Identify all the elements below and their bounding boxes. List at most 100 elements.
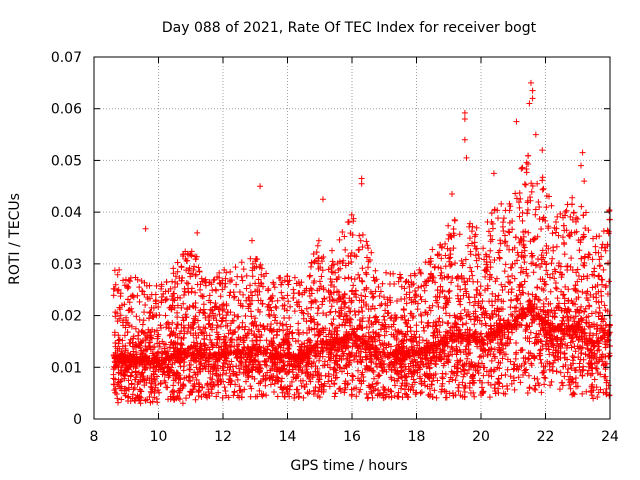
data-point xyxy=(558,320,565,327)
data-point xyxy=(172,332,179,339)
data-point xyxy=(378,301,385,308)
data-point xyxy=(418,296,425,303)
data-point xyxy=(577,239,584,246)
data-point xyxy=(549,230,556,237)
data-point xyxy=(122,276,129,283)
data-point xyxy=(497,237,504,244)
data-point xyxy=(479,311,486,318)
data-point xyxy=(326,346,333,353)
data-point xyxy=(243,272,250,279)
data-point xyxy=(186,366,193,373)
data-point xyxy=(267,354,274,361)
data-point xyxy=(387,387,394,394)
data-point xyxy=(530,269,537,276)
data-point xyxy=(507,279,514,286)
data-point xyxy=(279,389,286,396)
data-point xyxy=(498,200,505,207)
data-point xyxy=(178,328,185,335)
data-point xyxy=(417,269,424,276)
data-point xyxy=(603,391,610,398)
data-point xyxy=(325,266,332,273)
data-point xyxy=(384,296,391,303)
data-point xyxy=(565,305,572,312)
data-point xyxy=(168,328,175,335)
data-point xyxy=(543,338,550,345)
data-point xyxy=(334,260,341,267)
data-point xyxy=(517,195,524,202)
data-point xyxy=(320,382,327,389)
data-point xyxy=(578,303,585,310)
data-point xyxy=(604,330,611,337)
data-point xyxy=(179,314,186,321)
data-point xyxy=(580,212,587,219)
data-point xyxy=(160,357,167,364)
data-point xyxy=(180,251,187,258)
data-point xyxy=(312,350,319,357)
data-point xyxy=(174,393,181,400)
data-point xyxy=(548,260,555,267)
data-point xyxy=(477,283,484,290)
data-point xyxy=(537,306,544,313)
data-point xyxy=(332,375,339,382)
data-point xyxy=(301,349,308,356)
data-point xyxy=(390,270,397,277)
data-point xyxy=(556,300,563,307)
data-point xyxy=(488,330,495,337)
data-point xyxy=(596,354,603,361)
data-point xyxy=(461,371,468,378)
data-point xyxy=(434,293,441,300)
data-point xyxy=(306,336,313,343)
data-point xyxy=(496,255,503,262)
data-point xyxy=(340,316,347,323)
data-point xyxy=(589,284,596,291)
data-point xyxy=(225,330,232,337)
data-point xyxy=(543,242,550,249)
data-point xyxy=(512,234,519,241)
data-point xyxy=(510,361,517,368)
data-point xyxy=(197,286,204,293)
data-point xyxy=(401,295,408,302)
data-point xyxy=(415,284,422,291)
data-point xyxy=(519,372,526,379)
data-point xyxy=(458,335,465,342)
data-point xyxy=(589,256,596,263)
data-point xyxy=(513,195,520,202)
data-point xyxy=(257,297,264,304)
data-point xyxy=(436,353,443,360)
data-point xyxy=(462,382,469,389)
data-point xyxy=(291,394,298,401)
data-point xyxy=(247,300,254,307)
data-point xyxy=(538,260,545,267)
data-point xyxy=(289,329,296,336)
data-point xyxy=(598,244,605,251)
data-point xyxy=(263,337,270,344)
data-point xyxy=(534,284,541,291)
data-point xyxy=(557,344,564,351)
data-point xyxy=(220,346,227,353)
data-point xyxy=(524,210,531,217)
data-point xyxy=(198,292,205,299)
data-point xyxy=(387,299,394,306)
data-point xyxy=(600,228,607,235)
data-point xyxy=(131,376,138,383)
data-point xyxy=(421,327,428,334)
data-point xyxy=(343,363,350,370)
data-point xyxy=(401,372,408,379)
data-point xyxy=(235,324,242,331)
data-point xyxy=(599,276,606,283)
data-point xyxy=(260,344,267,351)
data-point xyxy=(257,361,264,368)
data-point xyxy=(328,303,335,310)
data-point xyxy=(365,306,372,313)
data-point xyxy=(548,378,555,385)
data-point xyxy=(561,295,568,302)
data-point xyxy=(485,228,492,235)
data-point xyxy=(189,374,196,381)
data-point xyxy=(541,367,548,374)
data-point xyxy=(540,363,547,370)
data-point xyxy=(407,336,414,343)
data-point xyxy=(256,328,263,335)
data-point xyxy=(511,361,518,368)
data-point xyxy=(511,324,518,331)
data-point xyxy=(222,322,229,329)
